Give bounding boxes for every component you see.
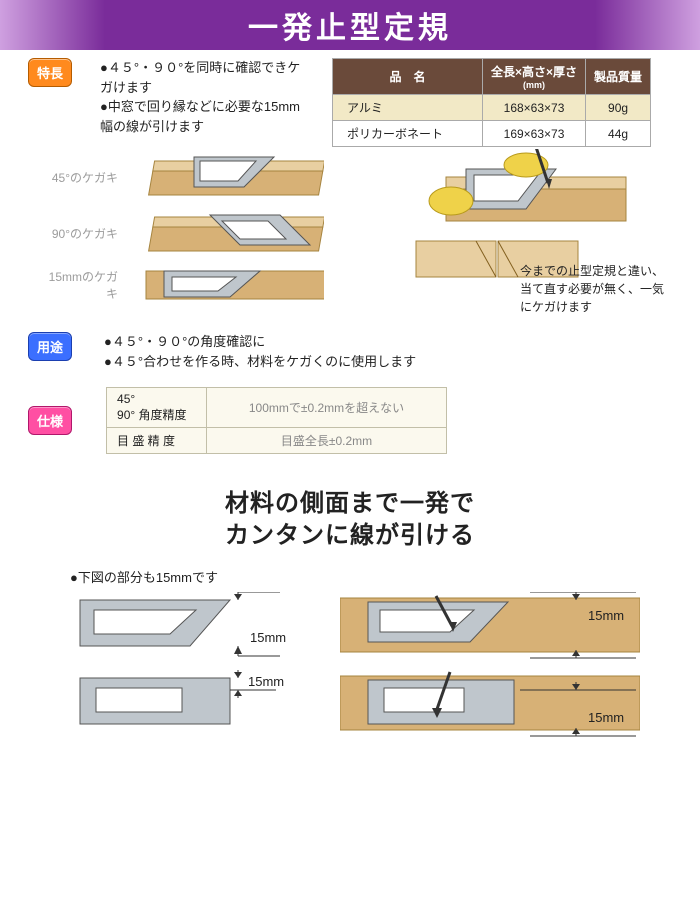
title-band: 一発止型定規 <box>0 0 700 50</box>
diag-15-icon <box>124 265 324 305</box>
diag-90-icon <box>124 209 324 257</box>
uses-bullets: ４５°・９０°の角度確認に ４５°合わせを作る時、材料をケガくのに使用します <box>104 332 416 371</box>
table-row: 目 盛 精 度 目盛全長±0.2mm <box>107 428 447 454</box>
table-row: アルミ 168×63×73 90g <box>333 95 651 121</box>
badge-features: 特長 <box>28 58 72 87</box>
diag-45-icon <box>124 153 324 201</box>
headline-line: カンタンに線が引ける <box>0 520 700 552</box>
kegaki-diagrams: 45°のケガキ 90°のケガキ <box>40 153 324 313</box>
bottom-right-icon: 15mm 15mm <box>340 592 640 742</box>
badge-uses: 用途 <box>28 332 72 361</box>
headline-line: 材料の側面まで一発で <box>0 488 700 520</box>
use-item: ４５°合わせを作る時、材料をケガくのに使用します <box>104 352 416 372</box>
feature-item: 中窓で回り縁などに必要な15mm幅の線が引けます <box>100 97 310 136</box>
bottom-note: ●下図の部分も15mmです <box>70 567 700 586</box>
bottom-left-icon: 15mm 15mm <box>60 592 300 742</box>
demo-note: 今までの止型定規と違い、当て直す必要が無く、一気にケガけます <box>520 262 670 316</box>
features-section: 特長 ４５°・９０°を同時に確認できケガけます 中窓で回り縁などに必要な15mm… <box>0 50 700 324</box>
headline: 材料の側面まで一発で カンタンに線が引ける <box>0 488 700 553</box>
diag-90-label: 90°のケガキ <box>40 225 118 242</box>
prod-col-dims: 全長×高さ×厚さ(mm) <box>483 59 586 95</box>
svg-text:15mm: 15mm <box>248 674 284 689</box>
table-row: 45° 90° 角度精度 100mmで±0.2mmを超えない <box>107 388 447 428</box>
specs-section: 仕様 45° 90° 角度精度 100mmで±0.2mmを超えない 目 盛 精 … <box>0 379 700 462</box>
diag-15-label: 15mmのケガキ <box>40 268 118 302</box>
table-row: ポリカーボネート 169×63×73 44g <box>333 121 651 147</box>
svg-text:15mm: 15mm <box>588 608 624 623</box>
prod-col-mass: 製品質量 <box>586 59 651 95</box>
uses-section: 用途 ４５°・９０°の角度確認に ４５°合わせを作る時、材料をケガくのに使用しま… <box>0 324 700 379</box>
prod-col-name: 品 名 <box>333 59 483 95</box>
diag-45-label: 45°のケガキ <box>40 169 118 186</box>
product-table: 品 名 全長×高さ×厚さ(mm) 製品質量 アルミ 168×63×73 90g … <box>332 58 651 147</box>
svg-text:15mm: 15mm <box>250 630 286 645</box>
bottom-diagrams: 15mm 15mm 15mm <box>0 592 700 742</box>
feature-item: ４５°・９０°を同時に確認できケガけます <box>100 58 310 97</box>
use-item: ４５°・９０°の角度確認に <box>104 332 416 352</box>
spec-table: 45° 90° 角度精度 100mmで±0.2mmを超えない 目 盛 精 度 目… <box>106 387 447 454</box>
page-title: 一発止型定規 <box>248 3 452 47</box>
badge-specs: 仕様 <box>28 406 72 435</box>
svg-text:15mm: 15mm <box>588 710 624 725</box>
features-bullets: ４５°・９０°を同時に確認できケガけます 中窓で回り縁などに必要な15mm幅の線… <box>100 58 310 136</box>
